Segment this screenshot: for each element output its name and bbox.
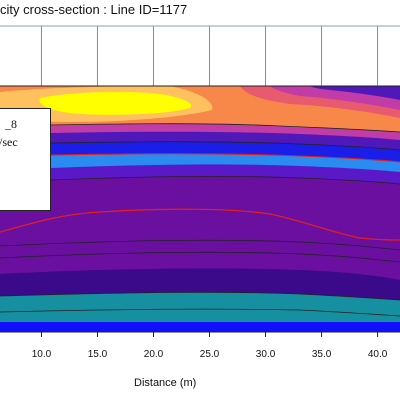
contour-line — [0, 141, 400, 151]
band-violet — [0, 162, 400, 184]
legend-text-1: _8 — [5, 117, 17, 131]
gridlines — [40, 26, 379, 86]
x-tick-label: 25.0 — [200, 349, 220, 360]
band-purple — [0, 174, 400, 280]
contour-line — [0, 123, 400, 133]
band-teal — [0, 288, 400, 322]
band-dark-purple — [0, 264, 400, 300]
red-contour-line-upper — [0, 153, 400, 163]
x-tick-label: 30.0 — [256, 349, 276, 360]
band-yellow — [39, 91, 192, 115]
x-axis-label: Distance (m) — [134, 377, 197, 389]
contour-line — [0, 251, 400, 263]
contour-line — [0, 175, 400, 185]
red-contour-line — [0, 208, 400, 241]
x-axis-ticks: 10.0 15.0 20.0 25.0 30.0 35.0 40.0 — [32, 332, 388, 360]
x-tick-label: 20.0 — [144, 349, 164, 360]
contour-line — [0, 308, 400, 317]
x-tick-label: 40.0 — [368, 349, 388, 360]
band-light-blue — [0, 151, 400, 172]
contour-line — [0, 291, 400, 301]
contour-lines — [0, 123, 400, 317]
band-dark-violet — [0, 129, 400, 150]
x-tick-label: 35.0 — [312, 349, 332, 360]
chart-title: city cross-section : Line ID=1177 — [0, 2, 188, 17]
band-upper-violet — [310, 86, 400, 100]
x-tick-label: 10.0 — [32, 349, 52, 360]
legend-box: _8 /sec — [0, 108, 51, 211]
legend-text-2: /sec — [0, 135, 18, 149]
x-tick-label: 15.0 — [88, 349, 108, 360]
band-blue — [0, 139, 400, 162]
contour-line — [0, 239, 400, 251]
